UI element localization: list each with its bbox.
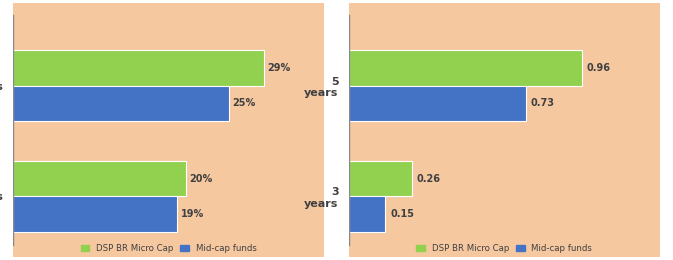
- Text: 0.26: 0.26: [417, 174, 441, 184]
- Bar: [349, 161, 412, 197]
- Bar: [13, 197, 178, 232]
- Bar: [13, 161, 186, 197]
- Text: 25%: 25%: [233, 99, 256, 108]
- Legend: DSP BR Micro Cap, Mid-cap funds: DSP BR Micro Cap, Mid-cap funds: [416, 244, 592, 253]
- Bar: [349, 86, 526, 121]
- Text: 0.96: 0.96: [587, 63, 610, 73]
- Bar: [13, 50, 264, 86]
- Text: 20%: 20%: [190, 174, 213, 184]
- Text: 19%: 19%: [181, 209, 204, 219]
- Legend: DSP BR Micro Cap, Mid-cap funds: DSP BR Micro Cap, Mid-cap funds: [81, 244, 257, 253]
- Text: 29%: 29%: [267, 63, 290, 73]
- Text: 0.73: 0.73: [531, 99, 555, 108]
- Bar: [349, 50, 582, 86]
- Bar: [13, 86, 229, 121]
- Bar: [349, 197, 386, 232]
- Text: 0.15: 0.15: [390, 209, 414, 219]
